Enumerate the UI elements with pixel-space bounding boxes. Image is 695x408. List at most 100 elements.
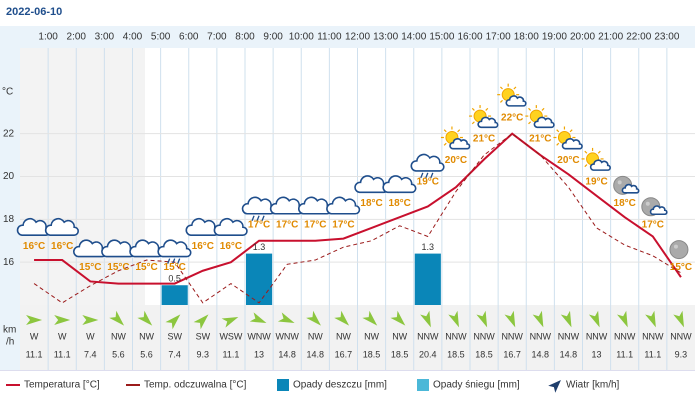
rain-drop bbox=[167, 258, 171, 264]
hour-label: 23:00 bbox=[654, 32, 679, 43]
hour-label: 20:00 bbox=[570, 32, 595, 43]
wind-direction: WNW bbox=[275, 331, 299, 341]
cloud-icon bbox=[44, 217, 79, 236]
hour-label: 8:00 bbox=[235, 32, 255, 43]
legend-swatch bbox=[417, 379, 429, 391]
rain-drop bbox=[172, 258, 176, 264]
wind-speed: 16.7 bbox=[503, 349, 521, 359]
wind-direction: WNW bbox=[247, 331, 271, 341]
wind-speed: 11.1 bbox=[26, 349, 43, 359]
wind-direction: NNW bbox=[670, 331, 692, 341]
wind-speed: 11.1 bbox=[616, 349, 633, 359]
rain-label: 1.3 bbox=[253, 242, 266, 252]
chart-title: 2022-06-10 bbox=[6, 6, 62, 18]
wind-direction: NNW bbox=[501, 331, 523, 341]
hour-label: 3:00 bbox=[95, 32, 115, 43]
temperature-label: 16°C bbox=[51, 241, 73, 252]
wind-speed: 9.3 bbox=[675, 349, 688, 359]
temperature-label: 18°C bbox=[389, 198, 411, 209]
temperature-label: 18°C bbox=[614, 198, 636, 209]
temperature-label: 15°C bbox=[670, 262, 692, 273]
cloud-icon bbox=[157, 239, 192, 258]
rain-label: 1.3 bbox=[422, 242, 435, 252]
temperature-label: 15°C bbox=[135, 262, 157, 273]
wind-direction: W bbox=[86, 331, 95, 341]
wind-direction: NNW bbox=[530, 331, 552, 341]
sun-ray bbox=[443, 142, 447, 146]
moon-icon bbox=[669, 240, 689, 260]
y-axis-band bbox=[0, 48, 20, 370]
y-tick-label: 22 bbox=[3, 128, 15, 139]
wind-speed: 7.4 bbox=[84, 349, 97, 359]
cloud-icon bbox=[410, 153, 445, 172]
temperature-label: 15°C bbox=[79, 262, 101, 273]
temperature-label: 21°C bbox=[473, 134, 495, 145]
wind-speed: 18.5 bbox=[363, 349, 381, 359]
temperature-line bbox=[33, 133, 682, 304]
wind-speed: 11.1 bbox=[644, 349, 661, 359]
wind-arrow bbox=[448, 310, 459, 328]
wind-direction: NNW bbox=[614, 331, 636, 341]
hour-label: 19:00 bbox=[542, 32, 567, 43]
hour-label: 4:00 bbox=[123, 32, 143, 43]
sun-ray bbox=[528, 107, 532, 111]
wind-speed: 18.5 bbox=[391, 349, 409, 359]
hour-label: 1:00 bbox=[38, 32, 58, 43]
hour-label: 5:00 bbox=[151, 32, 171, 43]
rain-drop bbox=[251, 215, 255, 221]
rain-drop bbox=[177, 258, 181, 264]
wind-direction: W bbox=[30, 331, 39, 341]
wind-direction: NNW bbox=[445, 331, 467, 341]
wind-direction: NW bbox=[139, 331, 154, 341]
hour-label: 7:00 bbox=[207, 32, 227, 43]
sun-ray bbox=[528, 121, 532, 125]
wind-speed: 5.6 bbox=[112, 349, 125, 359]
temperature-label: 21°C bbox=[529, 134, 551, 145]
temperature-label: 17°C bbox=[642, 219, 664, 230]
wind-direction: NW bbox=[336, 331, 351, 341]
cloud-icon bbox=[449, 138, 471, 150]
sun-ray bbox=[513, 86, 517, 90]
legend-label: Temperatura [°C] bbox=[24, 380, 100, 391]
wind-speed: 11.1 bbox=[54, 349, 71, 359]
wind-direction: SW bbox=[196, 331, 211, 341]
hour-label: 9:00 bbox=[263, 32, 283, 43]
wind-arrow bbox=[504, 310, 516, 328]
hour-label: 15:00 bbox=[429, 32, 454, 43]
sun-ray bbox=[556, 129, 560, 133]
wind-arrow bbox=[54, 315, 71, 325]
rain-drop bbox=[261, 215, 265, 221]
legend-swatch bbox=[548, 380, 561, 393]
moon-crater bbox=[617, 180, 622, 185]
temperature-label: 16°C bbox=[23, 241, 45, 252]
wind-arrow bbox=[193, 314, 209, 330]
wind-arrow bbox=[645, 310, 656, 328]
wind-speed: 20.4 bbox=[419, 349, 437, 359]
hour-label: 13:00 bbox=[373, 32, 398, 43]
legend-label: Wiatr [km/h] bbox=[566, 380, 620, 391]
sun-ray bbox=[485, 107, 489, 111]
hour-header bbox=[0, 26, 695, 48]
wind-arrow bbox=[109, 310, 125, 326]
wind-direction: SW bbox=[167, 331, 182, 341]
temperature-label: 17°C bbox=[248, 219, 270, 230]
cloud-icon bbox=[382, 175, 417, 194]
wind-arrow bbox=[277, 312, 295, 324]
wind-speed: 14.8 bbox=[307, 349, 325, 359]
wind-unit: km bbox=[3, 325, 16, 336]
wind-arrow bbox=[82, 315, 99, 325]
y-tick-label: 18 bbox=[3, 214, 15, 225]
wind-speed: 18.5 bbox=[475, 349, 493, 359]
moon-crater bbox=[673, 244, 678, 249]
wind-arrow bbox=[588, 310, 600, 328]
y-unit: °C bbox=[2, 87, 13, 98]
wind-speed: 14.8 bbox=[560, 349, 578, 359]
wind-direction: NNW bbox=[558, 331, 580, 341]
hour-label: 14:00 bbox=[401, 32, 426, 43]
wind-arrow bbox=[26, 315, 43, 325]
sun-ray bbox=[541, 107, 545, 111]
wind-direction: NNW bbox=[473, 331, 495, 341]
sun-ray bbox=[584, 164, 588, 168]
rain-bar bbox=[246, 253, 273, 305]
rain-bar bbox=[161, 285, 188, 305]
